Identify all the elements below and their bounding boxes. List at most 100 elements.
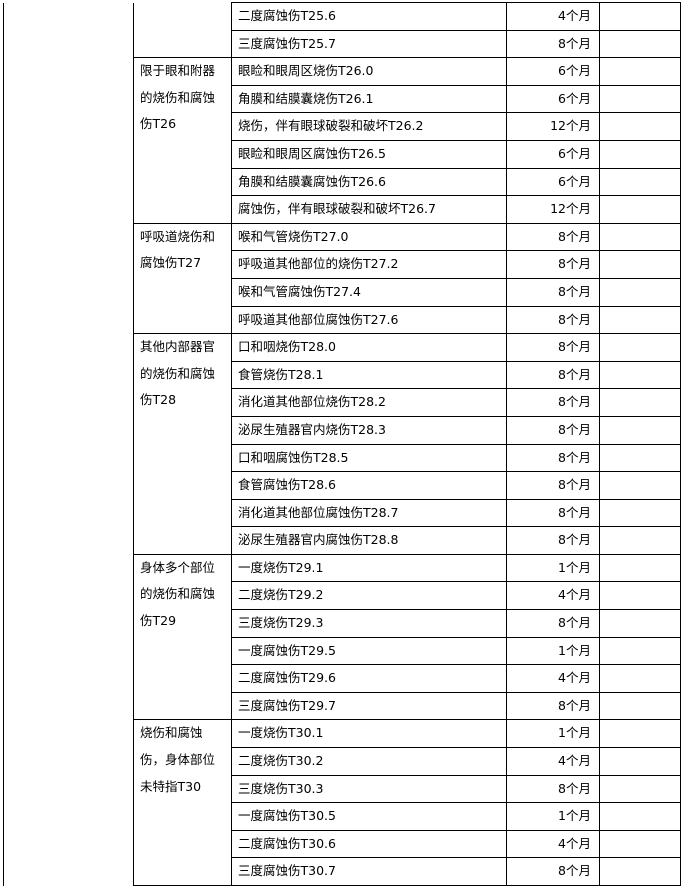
table-row: 一度腐蚀伤T30.5 1个月 (4, 802, 681, 831)
empty-cell (599, 333, 681, 362)
item-name-cell: 泌尿生殖器官内烧伤T28.3 (231, 415, 507, 445)
empty-cell (599, 609, 681, 638)
empty-cell (599, 581, 681, 611)
empty-cell (599, 774, 681, 804)
category-cell: 限于眼和附器的烧伤和腐蚀伤T26 (133, 57, 232, 224)
item-name-cell: 烧伤，伴有眼球破裂和破坏T26.2 (231, 112, 507, 141)
empty-cell (599, 857, 681, 886)
item-name-cell: 二度腐蚀伤T29.6 (231, 664, 507, 693)
empty-cell (599, 57, 681, 86)
duration-cell: 8个月 (506, 29, 600, 59)
duration-cell: 6个月 (506, 84, 600, 114)
empty-cell (599, 29, 681, 59)
item-name-cell: 喉和气管烧伤T27.0 (231, 222, 507, 252)
item-name-cell: 口和咽烧伤T28.0 (231, 333, 507, 362)
table-row: 一度腐蚀伤T29.5 1个月 (4, 636, 681, 666)
table-row: 二度烧伤T29.2 4个月 (4, 581, 681, 611)
item-name-cell: 呼吸道其他部位的烧伤T27.2 (231, 250, 507, 279)
empty-cell (599, 747, 681, 776)
empty-cell (599, 112, 681, 141)
empty-cell (599, 139, 681, 169)
empty-cell (599, 553, 681, 583)
table-row: 烧伤，伴有眼球破裂和破坏T26.2 12个月 (4, 112, 681, 141)
duration-cell: 8个月 (506, 471, 600, 500)
empty-cell (599, 443, 681, 473)
table-row: 泌尿生殖器官内腐蚀伤T28.8 8个月 (4, 526, 681, 555)
table-row: 三度腐蚀伤T25.7 8个月 (4, 29, 681, 59)
duration-cell: 1个月 (506, 553, 600, 583)
empty-cell (599, 719, 681, 749)
duration-cell: 8个月 (506, 277, 600, 307)
duration-cell: 8个月 (506, 498, 600, 528)
table-row: 呼吸道烧伤和腐蚀伤T27 喉和气管烧伤T27.0 8个月 (4, 222, 681, 335)
empty-cell (599, 305, 681, 335)
item-name-cell: 一度烧伤T30.1 (231, 719, 507, 749)
item-name-cell: 二度腐蚀伤T25.6 (231, 2, 507, 31)
category-cell: 身体多个部位的烧伤和腐蚀伤T29 (133, 553, 232, 721)
duration-cell: 4个月 (506, 2, 600, 31)
empty-cell (599, 526, 681, 555)
item-name-cell: 呼吸道其他部位腐蚀伤T27.6 (231, 305, 507, 335)
item-name-cell: 三度腐蚀伤T25.7 (231, 29, 507, 59)
item-name-cell: 角膜和结膜囊腐蚀伤T26.6 (231, 167, 507, 197)
duration-cell: 8个月 (506, 774, 600, 804)
item-name-cell: 口和咽腐蚀伤T28.5 (231, 443, 507, 473)
table-row: 角膜和结膜囊烧伤T26.1 6个月 (4, 84, 681, 114)
empty-cell (599, 498, 681, 528)
table-row: 二度腐蚀伤T25.6 4个月 (3, 2, 681, 886)
duration-cell: 4个月 (506, 581, 600, 611)
item-name-cell: 消化道其他部位烧伤T28.2 (231, 388, 507, 417)
item-name-cell: 角膜和结膜囊烧伤T26.1 (231, 84, 507, 114)
empty-cell (599, 360, 681, 390)
item-name-cell: 一度腐蚀伤T29.5 (231, 636, 507, 666)
table-row: 二度烧伤T30.2 4个月 (4, 747, 681, 776)
duration-cell: 4个月 (506, 747, 600, 776)
item-name-cell: 三度腐蚀伤T30.7 (231, 857, 507, 886)
category-cell: 呼吸道烧伤和腐蚀伤T27 (133, 222, 232, 335)
table-row: 其他内部器官的烧伤和腐蚀伤T28 口和咽烧伤T28.0 8个月 (4, 333, 681, 555)
duration-cell: 8个月 (506, 222, 600, 252)
empty-cell (599, 691, 681, 721)
table-row: 呼吸道其他部位腐蚀伤T27.6 8个月 (4, 305, 681, 335)
duration-cell: 1个月 (506, 802, 600, 831)
duration-cell: 8个月 (506, 305, 600, 335)
empty-cell (599, 636, 681, 666)
duration-cell: 6个月 (506, 57, 600, 86)
duration-cell: 4个月 (506, 664, 600, 693)
duration-cell: 12个月 (506, 112, 600, 141)
item-name-cell: 腐蚀伤，伴有眼球破裂和破坏T26.7 (231, 195, 507, 224)
item-name-cell: 三度烧伤T29.3 (231, 609, 507, 638)
duration-cell: 8个月 (506, 691, 600, 721)
outer-column-cell (3, 2, 134, 886)
item-name-cell: 食管腐蚀伤T28.6 (231, 471, 507, 500)
item-name-cell: 二度烧伤T29.2 (231, 581, 507, 611)
item-name-cell: 三度烧伤T30.3 (231, 774, 507, 804)
injury-duration-table: 二度腐蚀伤T25.6 4个月 三度腐蚀伤T25.7 8个月 限于眼和附器的烧伤和腐蚀伤T… (3, 2, 681, 886)
empty-cell (599, 222, 681, 252)
item-name-cell: 眼睑和眼周区腐蚀伤T26.5 (231, 139, 507, 169)
duration-cell: 6个月 (506, 139, 600, 169)
empty-cell (599, 250, 681, 279)
table-row: 食管腐蚀伤T28.6 8个月 (4, 471, 681, 500)
duration-cell: 1个月 (506, 636, 600, 666)
duration-cell: 8个月 (506, 333, 600, 362)
empty-cell (599, 664, 681, 693)
item-name-cell: 消化道其他部位腐蚀伤T28.7 (231, 498, 507, 528)
duration-cell: 8个月 (506, 443, 600, 473)
duration-cell: 8个月 (506, 526, 600, 555)
category-cell: 烧伤和腐蚀伤，身体部位未特指T30 (133, 719, 232, 886)
item-name-cell: 三度腐蚀伤T29.7 (231, 691, 507, 721)
empty-cell (599, 84, 681, 114)
duration-cell: 8个月 (506, 250, 600, 279)
item-name-cell: 食管烧伤T28.1 (231, 360, 507, 390)
duration-cell: 6个月 (506, 167, 600, 197)
category-cell (133, 2, 232, 59)
empty-cell (599, 277, 681, 307)
table-row: 三度腐蚀伤T29.7 8个月 (4, 691, 681, 721)
duration-cell: 8个月 (506, 415, 600, 445)
table-row: 消化道其他部位烧伤T28.2 8个月 (4, 388, 681, 417)
duration-cell: 8个月 (506, 388, 600, 417)
empty-cell (599, 415, 681, 445)
table-row: 腐蚀伤，伴有眼球破裂和破坏T26.7 12个月 (4, 195, 681, 224)
item-name-cell: 喉和气管腐蚀伤T27.4 (231, 277, 507, 307)
